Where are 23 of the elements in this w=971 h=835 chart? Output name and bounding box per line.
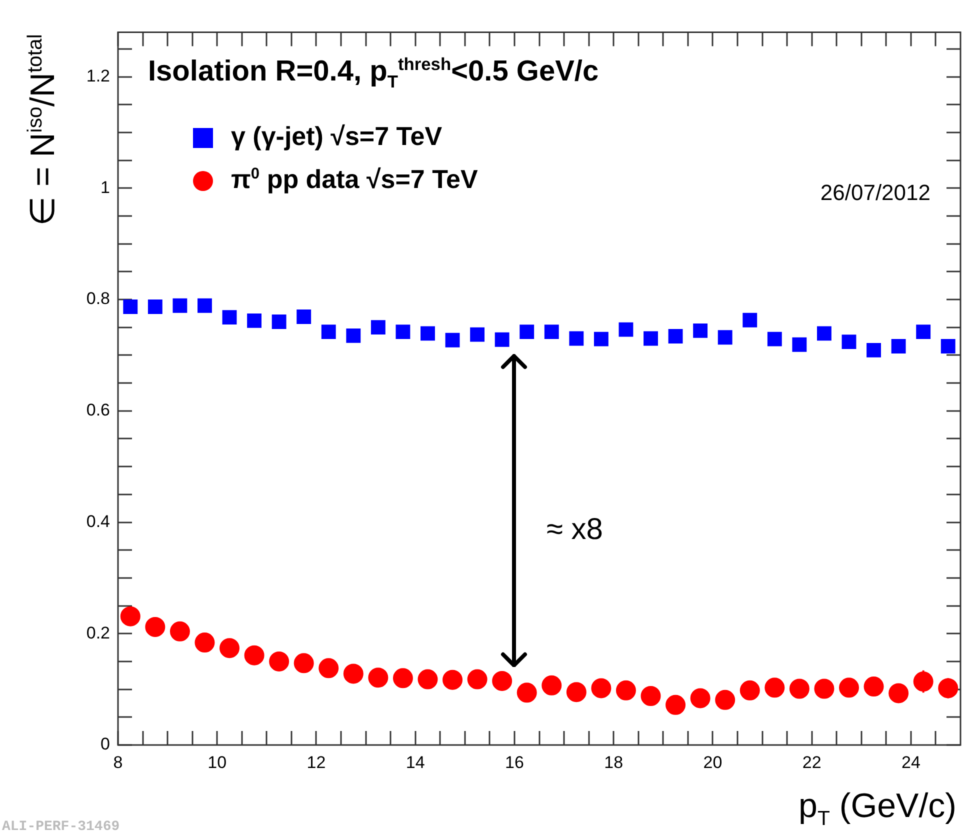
legend-label: π$^{0}$ pp data √s=7 TeV: [231, 164, 478, 194]
text: ALI-PERF-31469: [2, 819, 120, 835]
y-tick-label: 0.6: [86, 400, 110, 420]
x-tick-label: 14: [406, 752, 425, 772]
legend-label: γ (γ-jet) √s=7 TeV: [231, 121, 442, 152]
y-tick-label: 1: [100, 178, 110, 197]
x-tick-label: 24: [901, 752, 920, 772]
y-tick-label: 0.2: [86, 623, 110, 642]
x-tick-label: 10: [208, 752, 227, 772]
y-tick-label: 1.2: [86, 66, 110, 86]
text: Isolation R=0.4, p$_{T}$$^{thresh}$<0.5 GeV/c: [148, 54, 599, 93]
y-tick-label: 0.4: [86, 512, 110, 531]
x-tick-label: 22: [802, 752, 822, 772]
x-tick-label: 20: [703, 752, 722, 772]
annotation: ≈ x8: [546, 513, 603, 548]
x-tick-label: 18: [604, 752, 624, 772]
annotation: 26/07/2012: [820, 180, 930, 206]
x-tick-label: 8: [113, 752, 123, 772]
x-tick-label: 12: [306, 752, 326, 772]
y-tick-label: 0: [100, 734, 110, 754]
x-tick-label: 16: [505, 752, 524, 772]
x-axis-title: p$_{T}$ (GeV/c): [798, 787, 956, 831]
y-tick-label: 0.8: [86, 289, 110, 308]
